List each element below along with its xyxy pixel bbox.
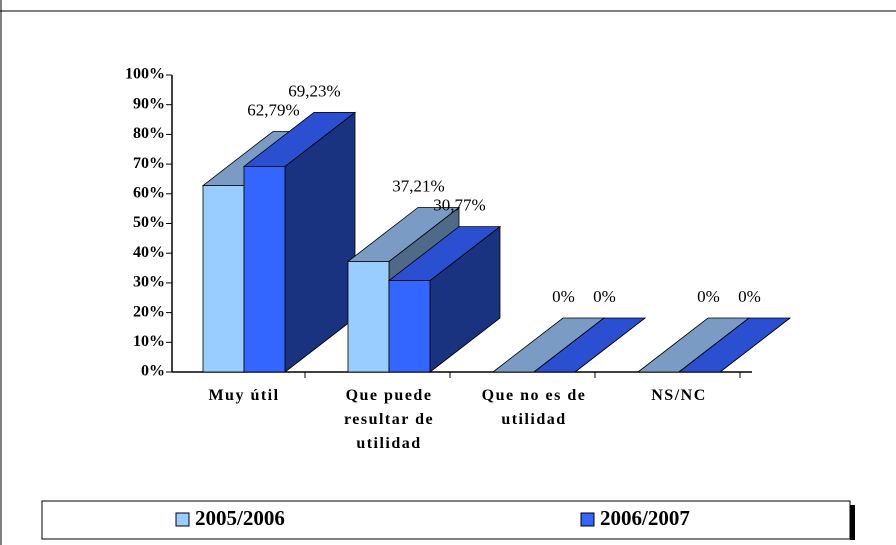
bar bbox=[532, 317, 647, 373]
legend-swatch bbox=[580, 512, 595, 527]
bar-front bbox=[347, 261, 390, 373]
bar bbox=[677, 317, 792, 373]
y-tick-label: 90% bbox=[133, 95, 165, 112]
bar-top bbox=[532, 317, 647, 373]
legend-label: 2006/2007 bbox=[600, 506, 690, 530]
y-tick-label: 10% bbox=[133, 333, 165, 350]
value-label: 0% bbox=[697, 287, 720, 306]
y-tick-label: 0% bbox=[141, 363, 165, 380]
legend-swatch bbox=[175, 512, 190, 527]
bar bbox=[387, 225, 502, 373]
x-tick-label: NS/NC bbox=[651, 387, 707, 404]
y-tick-label: 30% bbox=[133, 274, 165, 291]
value-label: 0% bbox=[593, 287, 616, 306]
bar-top bbox=[677, 317, 792, 373]
bar-front bbox=[202, 185, 245, 373]
value-label: 30,77% bbox=[433, 196, 485, 215]
y-tick-label: 20% bbox=[133, 303, 165, 320]
value-label: 69,23% bbox=[288, 81, 340, 100]
legend-shadow bbox=[850, 505, 855, 540]
y-tick-label: 50% bbox=[133, 214, 165, 231]
y-tick-label: 40% bbox=[133, 244, 165, 261]
value-label: 0% bbox=[738, 287, 761, 306]
legend-box bbox=[41, 500, 851, 540]
y-tick-label: 60% bbox=[133, 184, 165, 201]
value-label: 62,79% bbox=[247, 100, 299, 119]
x-tick-label: Que puede resultar de utilidad bbox=[343, 387, 435, 452]
bar-front bbox=[388, 280, 431, 373]
value-label: 0% bbox=[552, 287, 575, 306]
value-label: 37,21% bbox=[392, 176, 444, 195]
x-tick-label: Muy útil bbox=[208, 387, 280, 404]
legend-label: 2005/2006 bbox=[195, 506, 285, 530]
bar bbox=[242, 111, 357, 373]
y-tick-label: 80% bbox=[133, 125, 165, 142]
x-tick-label: Que no es de utilidad bbox=[481, 387, 587, 428]
y-tick-label: 70% bbox=[133, 155, 165, 172]
bar-front bbox=[243, 165, 286, 373]
y-tick-label: 100% bbox=[125, 66, 165, 83]
